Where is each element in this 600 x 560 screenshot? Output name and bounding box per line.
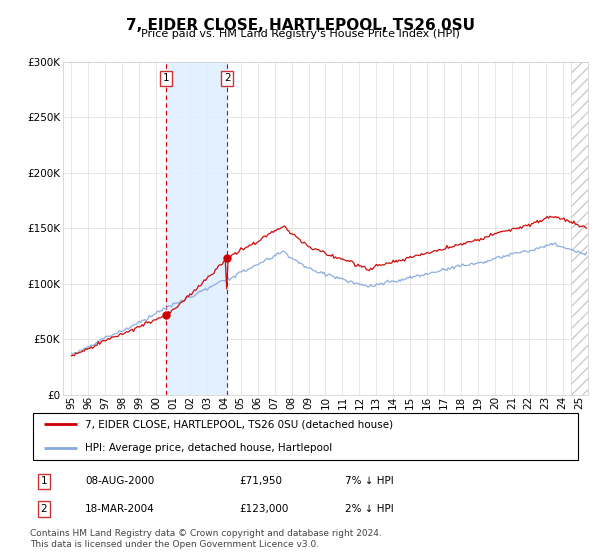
Text: 2% ↓ HPI: 2% ↓ HPI (344, 504, 394, 514)
Text: 2: 2 (224, 73, 231, 83)
Text: £123,000: £123,000 (240, 504, 289, 514)
Text: 7, EIDER CLOSE, HARTLEPOOL, TS26 0SU: 7, EIDER CLOSE, HARTLEPOOL, TS26 0SU (125, 18, 475, 33)
Text: 1: 1 (40, 476, 47, 486)
Bar (571, 62, 600, 395)
Text: 7, EIDER CLOSE, HARTLEPOOL, TS26 0SU (detached house): 7, EIDER CLOSE, HARTLEPOOL, TS26 0SU (de… (85, 419, 394, 430)
Text: Price paid vs. HM Land Registry's House Price Index (HPI): Price paid vs. HM Land Registry's House … (140, 29, 460, 39)
Text: 2: 2 (40, 504, 47, 514)
Text: Contains HM Land Registry data © Crown copyright and database right 2024.
This d: Contains HM Land Registry data © Crown c… (30, 529, 382, 549)
Text: 18-MAR-2004: 18-MAR-2004 (85, 504, 155, 514)
Text: 7% ↓ HPI: 7% ↓ HPI (344, 476, 394, 486)
FancyBboxPatch shape (33, 413, 578, 460)
Bar (166, 62, 227, 395)
Text: 08-AUG-2000: 08-AUG-2000 (85, 476, 154, 486)
Text: 1: 1 (163, 73, 169, 83)
Text: £71,950: £71,950 (240, 476, 283, 486)
Text: HPI: Average price, detached house, Hartlepool: HPI: Average price, detached house, Hart… (85, 443, 332, 453)
